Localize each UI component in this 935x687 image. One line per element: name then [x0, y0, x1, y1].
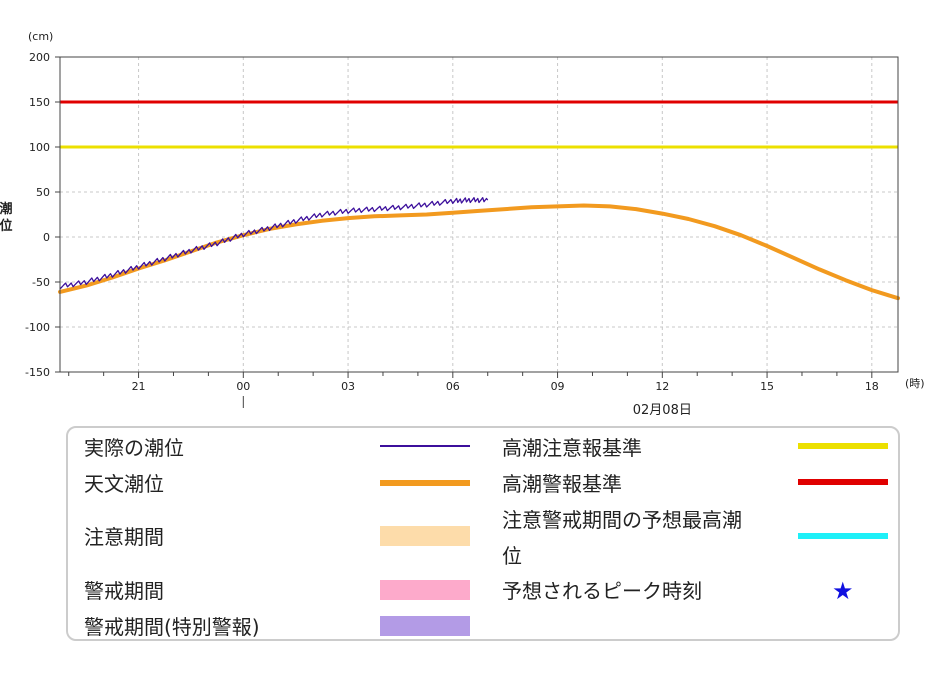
plot-frame: [59, 56, 899, 373]
tide-chart: 200 150 100 50 0 -50 -100 -150 21 00 03 06 09 12 15 18 0…: [0, 30, 925, 418]
y-tick-label: 150: [29, 96, 50, 109]
legend-swatch-predicted-max: [798, 533, 888, 539]
series-actual-tide: [59, 197, 489, 290]
peak-star-icon: ★: [832, 577, 854, 605]
legend-swatch-astronomical: [380, 480, 470, 486]
x-tick-label: 21: [132, 380, 146, 393]
legend-label-astronomical: 天文潮位: [84, 472, 164, 496]
axes: [55, 56, 899, 408]
x-tick-label: 00: [236, 380, 250, 393]
legend-label-caution-period: 注意期間: [84, 525, 164, 549]
legend-swatch-warning-period: [380, 580, 470, 600]
legend-swatch-special-warning-period: [380, 616, 470, 636]
legend-label-predicted-max-line2: 位: [502, 544, 522, 568]
date-label: 02月08日: [633, 403, 692, 418]
legend-label-actual: 実際の潮位: [84, 436, 184, 460]
y-tick-label: 100: [29, 141, 50, 154]
legend-label-special-warning-period: 警戒期間(特別警報): [84, 615, 260, 639]
y-tick-label: 50: [36, 186, 50, 199]
legend-swatch-caution-standard: [798, 443, 888, 449]
series-astronomical-tide: [58, 203, 900, 301]
y-tick-label: -150: [25, 366, 50, 379]
threshold-lines: [60, 100, 898, 149]
grid: [60, 57, 898, 372]
legend-label-warning-period: 警戒期間: [84, 579, 164, 603]
x-tick-label: 15: [760, 380, 774, 393]
legend-label-caution-standard: 高潮注意報基準: [502, 436, 642, 460]
y-tick-label: 200: [29, 51, 50, 64]
y-tick-label: -50: [32, 276, 50, 289]
axis-labels: 200 150 100 50 0 -50 -100 -150 21 00 03 06 09 12 15 18 0…: [0, 30, 925, 418]
x-unit-label: (時): [905, 377, 925, 390]
legend-swatch-actual: [380, 445, 470, 447]
x-tick-label: 06: [446, 380, 460, 393]
legend: 実際の潮位 天文潮位 注意期間 警戒期間 警戒期間(特別警報) 高潮注意報基準 …: [66, 426, 900, 641]
x-tick-label: 03: [341, 380, 355, 393]
x-tick-label: 09: [551, 380, 565, 393]
y-tick-label: 0: [43, 231, 50, 244]
y-unit-label: (cm): [28, 30, 53, 43]
y-axis-title-char: 潮: [0, 201, 13, 217]
legend-swatch-caution-period: [380, 526, 470, 546]
x-tick-label: 18: [865, 380, 879, 393]
y-tick-label: -100: [25, 321, 50, 334]
y-axis-title-char: 位: [0, 218, 13, 234]
legend-label-warning-standard: 高潮警報基準: [502, 472, 622, 496]
legend-label-peak-time: 予想されるピーク時刻: [502, 579, 702, 603]
legend-swatch-warning-standard: [798, 479, 888, 485]
legend-label-predicted-max-line1: 注意警戒期間の予想最高潮: [502, 508, 742, 532]
series-lines: [58, 197, 900, 301]
x-tick-label: 12: [655, 380, 669, 393]
